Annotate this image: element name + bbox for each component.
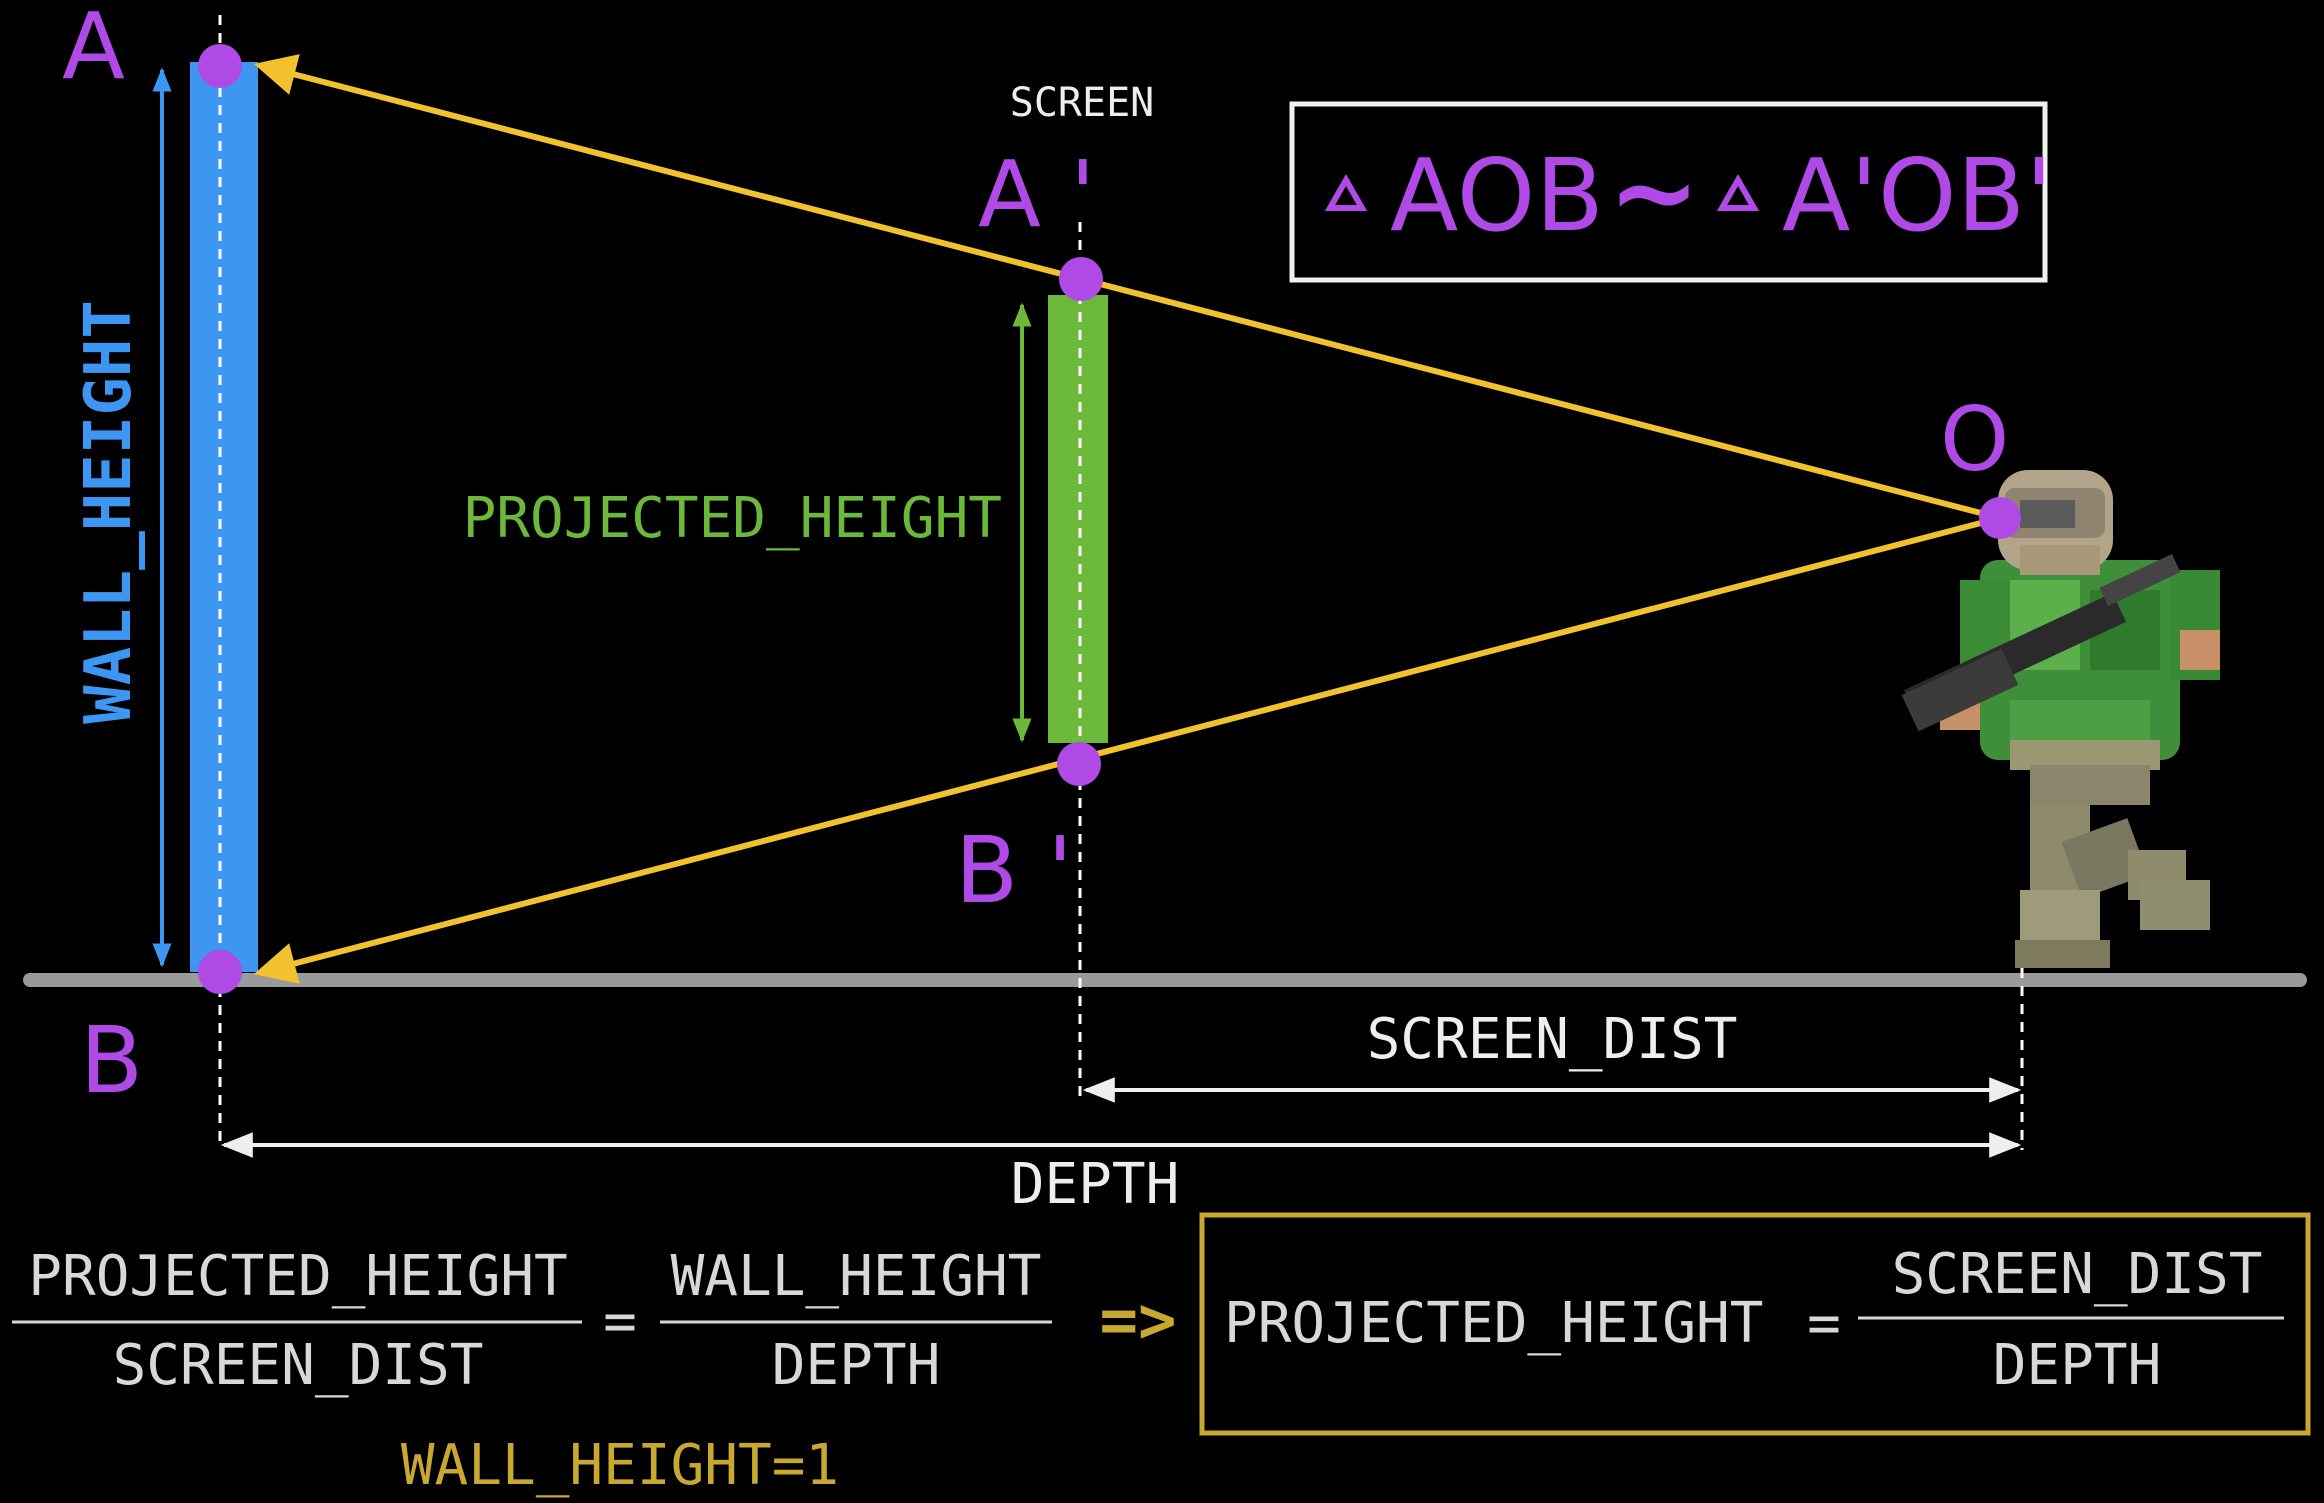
result-denominator: DEPTH xyxy=(1993,1333,2162,1398)
depth-label: DEPTH xyxy=(1011,1152,1180,1217)
wall-bar xyxy=(190,62,258,972)
projected-bar xyxy=(1048,295,1108,743)
result-box xyxy=(1199,1212,2311,1436)
point-b-prime xyxy=(1057,742,1101,786)
formula-lhs-numerator: PROJECTED_HEIGHT xyxy=(28,1244,567,1309)
similarity-box xyxy=(1289,101,2048,283)
similarity-left: AOB xyxy=(1390,137,1604,254)
point-a xyxy=(198,44,242,88)
screen-label: SCREEN xyxy=(1010,80,1155,126)
point-o xyxy=(1979,497,2021,539)
wall-height-note: WALL_HEIGHT=1 xyxy=(401,1433,839,1498)
wall-height-label: WALL_HEIGHT xyxy=(72,300,146,724)
label-a: A xyxy=(62,0,125,100)
projected-height-label: PROJECTED_HEIGHT xyxy=(463,486,1002,551)
formula-lhs-denominator: SCREEN_DIST xyxy=(113,1333,484,1398)
ray-o-to-a xyxy=(253,54,2001,521)
point-b xyxy=(198,950,242,994)
formula-mid-denominator: DEPTH xyxy=(772,1333,941,1398)
ray-o-to-b xyxy=(253,515,2001,984)
formula-implies: => xyxy=(1099,1284,1176,1358)
label-b: B xyxy=(80,1007,143,1114)
label-b-prime: B ' xyxy=(955,817,1073,924)
similarity-expression: AOB ~ A'OB' xyxy=(1324,128,2053,256)
similarity-right: A'OB' xyxy=(1782,137,2053,254)
result-lhs: PROJECTED_HEIGHT xyxy=(1224,1291,1763,1356)
result-numerator: SCREEN_DIST xyxy=(1892,1242,2263,1307)
formula-mid-numerator: WALL_HEIGHT xyxy=(671,1244,1042,1309)
point-a-prime xyxy=(1059,257,1103,301)
label-o: O xyxy=(1940,388,2009,491)
triangle-icon-right xyxy=(1716,173,1760,211)
formula-equals: = xyxy=(603,1289,637,1354)
result-equals: = xyxy=(1807,1291,1841,1356)
label-a-prime: A ' xyxy=(978,141,1095,248)
doom-marine-sprite xyxy=(1901,470,2220,968)
formula: PROJECTED_HEIGHT SCREEN_DIST = WALL_HEIG… xyxy=(12,1212,2311,1498)
similarity-tilde: ~ xyxy=(1608,128,1700,256)
triangle-icon-left xyxy=(1324,173,1368,211)
screen-dist-label: SCREEN_DIST xyxy=(1367,1007,1738,1072)
